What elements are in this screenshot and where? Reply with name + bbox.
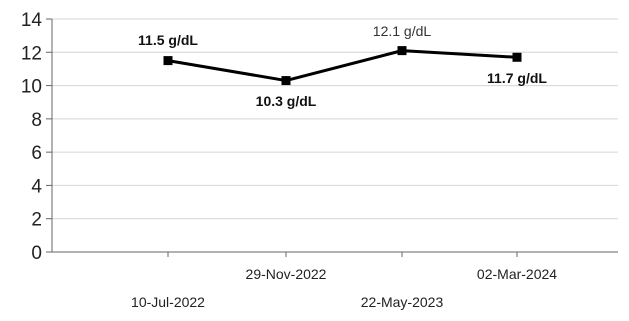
x-tick-label: 22-May-2023 xyxy=(361,294,444,310)
data-labels: 11.5 g/dL 10.3 g/dL 12.1 g/dL 11.7 g/dL xyxy=(138,23,547,109)
y-tick-label: 2 xyxy=(31,210,42,231)
data-points xyxy=(163,46,522,86)
y-tick-label: 12 xyxy=(21,43,42,64)
x-tick-label: 10-Jul-2022 xyxy=(131,294,205,310)
data-label: 11.7 g/dL xyxy=(487,70,547,86)
data-point-marker xyxy=(512,52,522,62)
data-label: 11.5 g/dL xyxy=(138,32,198,48)
data-label: 12.1 g/dL xyxy=(373,23,432,39)
y-tick-label: 8 xyxy=(31,110,42,131)
data-point-marker xyxy=(163,56,173,66)
y-tick-label: 6 xyxy=(31,143,42,164)
y-tick-label: 14 xyxy=(21,10,43,31)
x-tick-labels: 10-Jul-2022 29-Nov-2022 22-May-2023 02-Mar-… xyxy=(131,266,557,310)
y-tick-label: 0 xyxy=(31,243,42,264)
axes xyxy=(46,18,618,257)
y-tick-label: 10 xyxy=(21,77,42,98)
data-point-marker xyxy=(281,76,291,86)
y-tick-labels: 0 2 4 6 8 10 12 14 xyxy=(21,10,43,264)
data-label: 10.3 g/dL xyxy=(256,93,317,109)
data-point-marker xyxy=(397,46,407,56)
x-tick-label: 29-Nov-2022 xyxy=(246,266,327,282)
gridlines xyxy=(52,18,618,220)
series-line xyxy=(167,49,518,83)
y-tick-label: 4 xyxy=(31,176,42,197)
x-tick-label: 02-Mar-2024 xyxy=(477,266,557,282)
series-line-path xyxy=(167,49,518,83)
